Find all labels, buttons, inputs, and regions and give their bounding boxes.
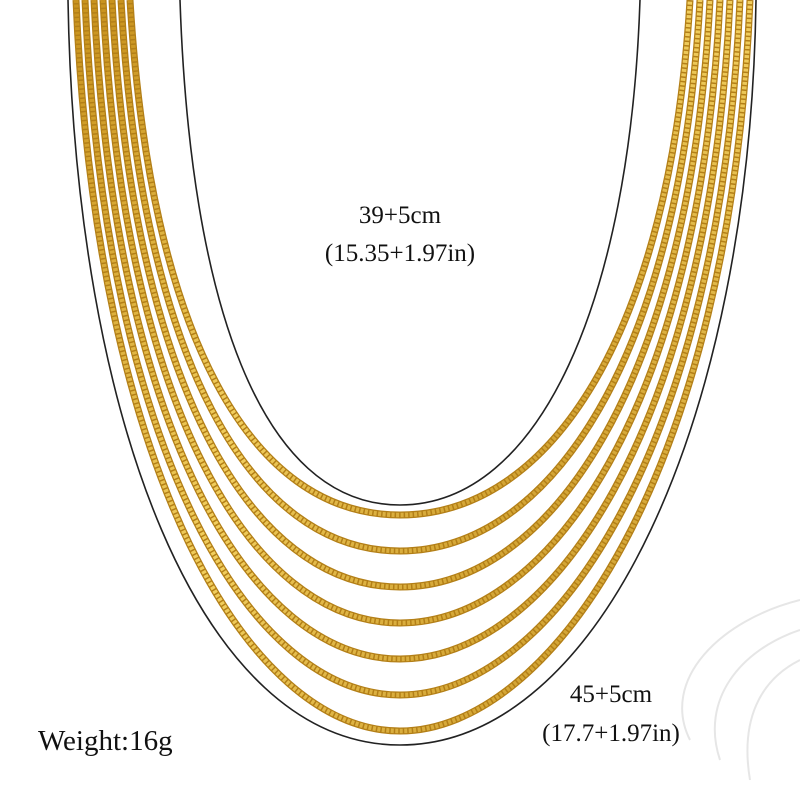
inner-length-outline: [179, 0, 641, 506]
chain-texture: [118, 0, 703, 554]
chain-texture: [127, 0, 693, 518]
watermark-swirl: [681, 599, 800, 781]
inner-length-cm: 39+5cm: [359, 202, 442, 229]
chain-texture: [91, 0, 733, 662]
chain-texture: [100, 0, 723, 626]
chain-texture: [109, 0, 713, 590]
inner-length-in: (15.35+1.97in): [325, 240, 475, 267]
chain-texture: [73, 0, 753, 734]
chain-texture: [82, 0, 743, 698]
outer-length-outline: [67, 0, 757, 746]
outer-length-in: (17.7+1.97in): [542, 720, 680, 747]
outer-length-cm: 45+5cm: [570, 681, 653, 708]
gold-chains: [72, 0, 754, 735]
weight-label: Weight:16g: [38, 725, 173, 757]
